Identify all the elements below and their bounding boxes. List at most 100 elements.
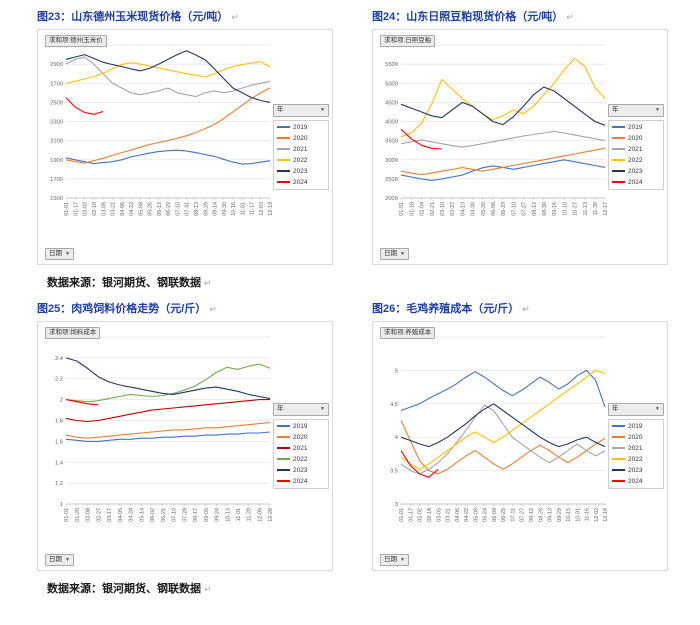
- legend-field-button[interactable]: 年 ▼: [273, 403, 329, 416]
- svg-text:01-17: 01-17: [409, 508, 415, 522]
- legend-item-2024[interactable]: 2024: [277, 478, 325, 485]
- axis-field-button[interactable]: 日期 ▼: [45, 247, 74, 260]
- svg-text:01-20: 01-20: [75, 508, 81, 522]
- legend-field-label: 年: [612, 405, 619, 413]
- legend-line-swatch: [277, 137, 290, 140]
- svg-text:06-23: 06-23: [501, 202, 507, 216]
- svg-text:03-05: 03-05: [101, 202, 107, 216]
- chart-legend: 年 ▼ 2019 2020 2021 2022 2023 2024: [273, 30, 329, 264]
- svg-text:11-30: 11-30: [593, 202, 599, 215]
- value-field-button[interactable]: 求和项:养殖成本: [380, 327, 436, 340]
- series-line-2023: [400, 86, 606, 126]
- svg-text:2300: 2300: [50, 120, 63, 126]
- svg-text:2900: 2900: [50, 62, 63, 68]
- legend-line-swatch: [277, 458, 290, 461]
- legend-item-2022[interactable]: 2022: [612, 157, 660, 164]
- legend-item-2020[interactable]: 2020: [612, 135, 660, 142]
- axis-field-button[interactable]: 日期 ▼: [380, 247, 409, 260]
- svg-text:4.5: 4.5: [390, 402, 398, 408]
- legend-line-swatch: [612, 469, 625, 472]
- legend-line-swatch: [612, 181, 625, 184]
- legend-year-label: 2019: [628, 422, 643, 430]
- svg-text:12-18: 12-18: [603, 508, 607, 522]
- plot-area: 33.544.555.501-0101-1702-0202-1803-0503-…: [390, 335, 607, 522]
- svg-text:02-18: 02-18: [92, 202, 98, 216]
- legend-line-swatch: [612, 137, 625, 140]
- svg-text:1.2: 1.2: [55, 481, 63, 487]
- legend-field-button[interactable]: 年 ▼: [608, 104, 664, 117]
- legend-item-2021[interactable]: 2021: [277, 146, 325, 153]
- legend-entries: 2019 2020 2021 2022 2023 2024: [608, 119, 664, 190]
- svg-text:07-29: 07-29: [182, 508, 188, 522]
- legend-item-2024[interactable]: 2024: [277, 179, 325, 186]
- legend-line-swatch: [277, 436, 290, 439]
- svg-text:10-15: 10-15: [566, 508, 572, 522]
- legend-item-2022[interactable]: 2022: [277, 456, 325, 463]
- legend-item-2019[interactable]: 2019: [277, 423, 325, 430]
- axis-field-button[interactable]: 日期 ▼: [380, 553, 409, 566]
- legend-line-swatch: [277, 159, 290, 162]
- chart-chicken-farming-cost: 33.544.555.501-0101-1702-0202-1803-0503-…: [372, 321, 668, 571]
- legend-item-2021[interactable]: 2021: [612, 445, 660, 452]
- legend-item-2020[interactable]: 2020: [277, 434, 325, 441]
- legend-item-2019[interactable]: 2019: [612, 423, 660, 430]
- svg-text:07-27: 07-27: [522, 202, 528, 216]
- plot-area: 20002500300035004000450050005500600001-0…: [385, 43, 607, 216]
- svg-text:07-31: 07-31: [185, 202, 191, 216]
- legend-line-swatch: [277, 181, 290, 184]
- caption-row-1: 图23：山东德州玉米现货价格（元/吨） ↵ 图24：山东日照豆粕现货价格（元/吨）…: [37, 8, 669, 29]
- legend-item-2019[interactable]: 2019: [277, 124, 325, 131]
- legend-item-2023[interactable]: 2023: [612, 467, 660, 474]
- series-line-2021: [400, 130, 606, 148]
- svg-text:3.5: 3.5: [390, 469, 398, 475]
- svg-text:06-29: 06-29: [166, 202, 172, 216]
- axis-field-label: 日期: [49, 555, 62, 563]
- svg-text:04-05: 04-05: [118, 508, 124, 522]
- legend-item-2020[interactable]: 2020: [277, 135, 325, 142]
- figure-25-caption: 图25：肉鸡饲料价格走势（元/斤） ↵: [37, 300, 333, 316]
- value-field-button[interactable]: 求和项:日照豆粕: [380, 35, 436, 48]
- svg-text:12-03: 12-03: [259, 202, 265, 216]
- legend-item-2019[interactable]: 2019: [612, 124, 660, 131]
- series-line-2023: [65, 50, 271, 103]
- legend-item-2023[interactable]: 2023: [612, 168, 660, 175]
- svg-text:1.6: 1.6: [55, 439, 63, 445]
- source-note-1-text: 数据来源：银河期货、钢联数据: [47, 277, 201, 289]
- legend-item-2024[interactable]: 2024: [612, 478, 660, 485]
- svg-text:2.4: 2.4: [55, 356, 64, 362]
- chart-row-2: 11.21.41.61.822.22.42.601-0101-2002-0802…: [37, 321, 669, 571]
- legend-year-label: 2022: [628, 156, 643, 164]
- svg-text:07-27: 07-27: [520, 508, 526, 522]
- legend-field-button[interactable]: 年 ▼: [608, 403, 664, 416]
- svg-text:08-28: 08-28: [538, 508, 544, 522]
- filter-dropdown-icon: ▼: [655, 406, 660, 413]
- svg-text:09-24: 09-24: [215, 508, 221, 522]
- svg-text:04-30: 04-30: [471, 202, 477, 216]
- caption-row-2: 图25：肉鸡饲料价格走势（元/斤） ↵ 图26：毛鸡养殖成本（元/斤） ↵: [37, 300, 669, 321]
- svg-text:01-01: 01-01: [399, 508, 405, 522]
- svg-text:09-29: 09-29: [557, 508, 563, 522]
- svg-text:03-10: 03-10: [440, 202, 446, 216]
- legend-item-2021[interactable]: 2021: [277, 445, 325, 452]
- legend-item-2024[interactable]: 2024: [612, 179, 660, 186]
- value-field-button[interactable]: 求和项:德州玉米价: [45, 35, 107, 48]
- axis-field-button[interactable]: 日期 ▼: [45, 553, 74, 566]
- legend-item-2021[interactable]: 2021: [612, 146, 660, 153]
- paragraph-mark: ↵: [204, 584, 212, 594]
- legend-item-2022[interactable]: 2022: [612, 456, 660, 463]
- legend-item-2023[interactable]: 2023: [277, 168, 325, 175]
- svg-text:01-18: 01-18: [409, 202, 415, 216]
- legend-item-2020[interactable]: 2020: [612, 434, 660, 441]
- svg-text:01-17: 01-17: [74, 202, 80, 216]
- value-field-button[interactable]: 求和项:饲料成本: [45, 327, 101, 340]
- chart-row-1: 15001700190021002300250027002900310001-0…: [37, 29, 669, 265]
- svg-text:10-10: 10-10: [562, 202, 568, 216]
- svg-text:1900: 1900: [50, 158, 63, 164]
- legend-item-2023[interactable]: 2023: [277, 467, 325, 474]
- series-line-2021: [65, 56, 271, 98]
- svg-text:03-17: 03-17: [107, 508, 113, 522]
- svg-text:01-01: 01-01: [399, 202, 405, 216]
- legend-year-label: 2022: [628, 455, 643, 463]
- legend-item-2022[interactable]: 2022: [277, 157, 325, 164]
- legend-field-button[interactable]: 年 ▼: [273, 104, 329, 117]
